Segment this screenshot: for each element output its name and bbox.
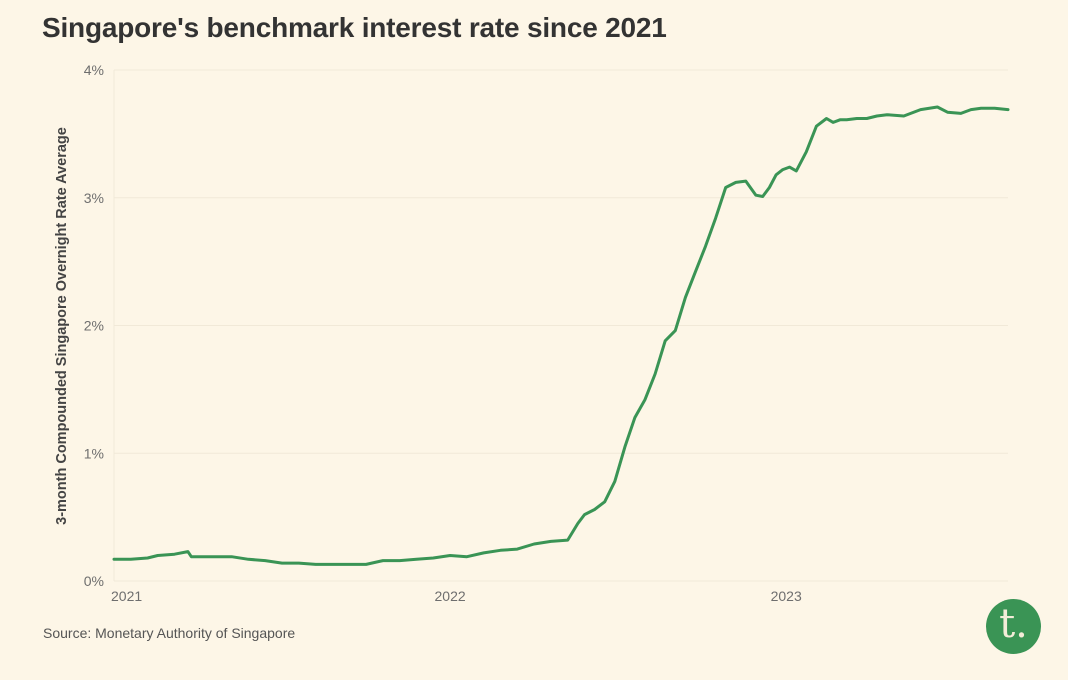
y-tick-label: 3% — [84, 190, 104, 206]
y-tick-label: 1% — [84, 445, 104, 461]
gridlines — [113, 69, 1008, 582]
y-tick-label: 4% — [84, 62, 104, 78]
x-tick-label: 2021 — [111, 588, 142, 604]
y-tick-label: 2% — [84, 318, 104, 334]
x-tick-label: 2023 — [771, 588, 802, 604]
y-axis-ticks: 0% 1% 2% 3% 4% — [84, 62, 104, 589]
y-tick-label: 0% — [84, 573, 104, 589]
series-line — [112, 105, 1010, 566]
publisher-logo: t. — [986, 599, 1041, 654]
logo-letter-icon: t. — [999, 601, 1028, 647]
x-axis-ticks: 2021 2022 2023 — [111, 588, 802, 604]
series-group — [112, 105, 1010, 566]
source-note: Source: Monetary Authority of Singapore — [43, 625, 296, 641]
chart-title: Singapore's benchmark interest rate sinc… — [42, 12, 667, 43]
x-tick-label: 2022 — [435, 588, 466, 604]
